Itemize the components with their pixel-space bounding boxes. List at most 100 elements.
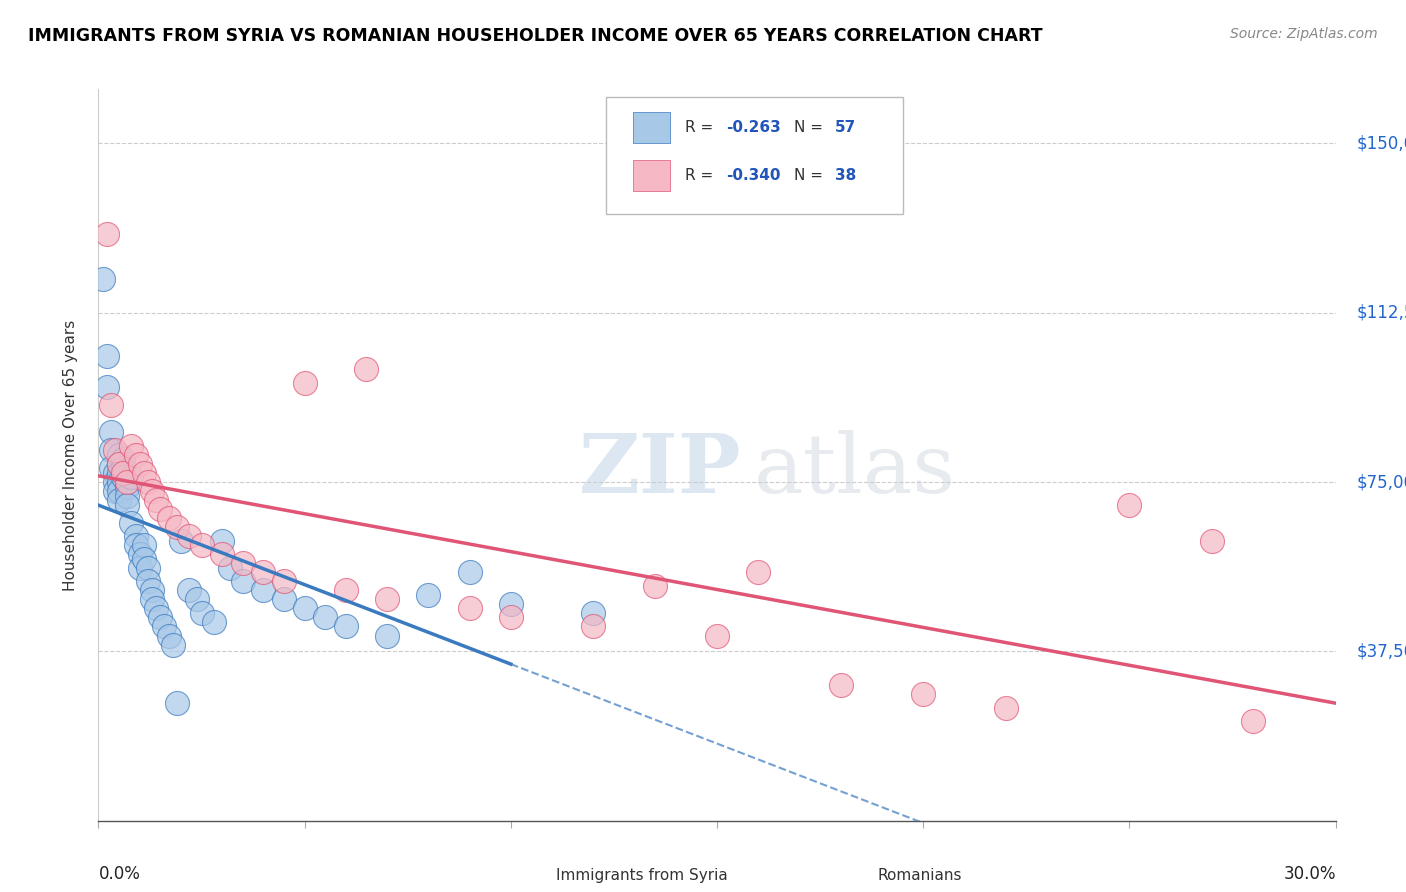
Text: N =: N = xyxy=(794,120,828,135)
Text: Source: ZipAtlas.com: Source: ZipAtlas.com xyxy=(1230,27,1378,41)
Text: Immigrants from Syria: Immigrants from Syria xyxy=(557,868,728,883)
Point xyxy=(136,475,159,489)
Text: R =: R = xyxy=(685,120,718,135)
Point xyxy=(179,583,201,598)
Point xyxy=(120,439,142,453)
FancyBboxPatch shape xyxy=(633,112,671,143)
Point xyxy=(582,606,605,620)
Point xyxy=(112,470,135,484)
Point xyxy=(141,583,163,598)
Text: $150,000: $150,000 xyxy=(1357,135,1406,153)
Point xyxy=(108,457,131,471)
Point xyxy=(375,592,398,607)
Point xyxy=(96,349,118,363)
Point xyxy=(830,678,852,692)
Text: -0.340: -0.340 xyxy=(725,168,780,183)
Point xyxy=(1241,714,1264,729)
Text: IMMIGRANTS FROM SYRIA VS ROMANIAN HOUSEHOLDER INCOME OVER 65 YEARS CORRELATION C: IMMIGRANTS FROM SYRIA VS ROMANIAN HOUSEH… xyxy=(28,27,1043,45)
Text: 38: 38 xyxy=(835,168,856,183)
Point xyxy=(136,574,159,589)
Point xyxy=(582,619,605,633)
Point xyxy=(100,398,122,412)
Point xyxy=(375,628,398,642)
Point xyxy=(124,448,146,462)
Point xyxy=(132,551,155,566)
Point xyxy=(211,547,233,561)
Point xyxy=(100,443,122,458)
Point xyxy=(1201,533,1223,548)
Point xyxy=(104,466,127,480)
Text: ZIP: ZIP xyxy=(579,430,742,509)
Point xyxy=(108,475,131,489)
Point xyxy=(190,606,212,620)
Point xyxy=(458,601,481,615)
Point xyxy=(96,380,118,394)
Point xyxy=(202,615,225,629)
Text: $37,500: $37,500 xyxy=(1357,642,1406,660)
Point xyxy=(117,479,139,493)
Point xyxy=(912,687,935,701)
Point xyxy=(335,619,357,633)
Point xyxy=(294,376,316,390)
Point xyxy=(91,272,114,286)
Text: 57: 57 xyxy=(835,120,856,135)
Point xyxy=(162,638,184,652)
Point xyxy=(219,561,242,575)
Point xyxy=(294,601,316,615)
Point xyxy=(128,457,150,471)
Point xyxy=(112,466,135,480)
Text: 0.0%: 0.0% xyxy=(98,864,141,882)
Point xyxy=(1118,498,1140,512)
Point xyxy=(157,511,180,525)
Point xyxy=(145,601,167,615)
Text: Romanians: Romanians xyxy=(877,868,962,883)
Point xyxy=(273,574,295,589)
Point xyxy=(149,502,172,516)
FancyBboxPatch shape xyxy=(633,161,671,191)
Text: -0.263: -0.263 xyxy=(725,120,780,135)
Point xyxy=(100,461,122,475)
Point xyxy=(747,566,769,580)
Point xyxy=(108,457,131,471)
Text: $112,500: $112,500 xyxy=(1357,303,1406,322)
Point xyxy=(179,529,201,543)
Point xyxy=(108,483,131,498)
Point xyxy=(166,696,188,710)
FancyBboxPatch shape xyxy=(495,864,544,887)
Point xyxy=(314,610,336,624)
Point xyxy=(108,493,131,508)
Point xyxy=(132,466,155,480)
Point xyxy=(157,628,180,642)
Point xyxy=(458,566,481,580)
Point xyxy=(273,592,295,607)
Point xyxy=(153,619,176,633)
Point xyxy=(499,597,522,611)
Point xyxy=(252,583,274,598)
Point xyxy=(706,628,728,642)
Point xyxy=(499,610,522,624)
Y-axis label: Householder Income Over 65 years: Householder Income Over 65 years xyxy=(63,319,77,591)
Point xyxy=(104,475,127,489)
Point xyxy=(190,538,212,552)
Point xyxy=(120,470,142,484)
Point xyxy=(170,533,193,548)
Point xyxy=(149,610,172,624)
Point xyxy=(100,425,122,440)
Point xyxy=(124,529,146,543)
Point xyxy=(418,588,440,602)
Point xyxy=(145,493,167,508)
Point xyxy=(117,475,139,489)
Text: atlas: atlas xyxy=(754,430,956,509)
Point xyxy=(644,579,666,593)
Point xyxy=(108,466,131,480)
Point xyxy=(994,700,1017,714)
Point xyxy=(104,443,127,458)
Point xyxy=(232,556,254,570)
Point xyxy=(120,516,142,530)
Point xyxy=(166,520,188,534)
FancyBboxPatch shape xyxy=(606,96,903,213)
Point xyxy=(96,227,118,241)
Point xyxy=(141,483,163,498)
Point xyxy=(141,592,163,607)
Point xyxy=(112,461,135,475)
